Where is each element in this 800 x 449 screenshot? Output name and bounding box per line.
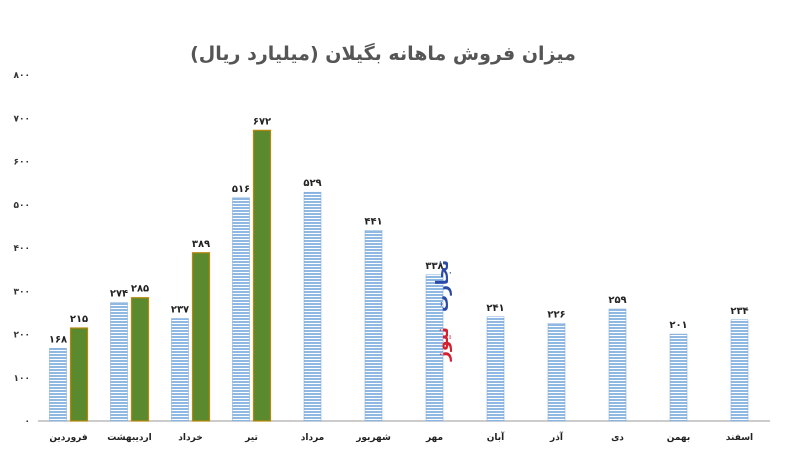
y-tick-label: ۲۰۰ (14, 331, 30, 341)
data-label-blue: ۲۲۶ (547, 309, 565, 320)
y-tick-label: ۸۰۰ (14, 71, 30, 81)
bar-blue (730, 319, 749, 422)
bar-blue (364, 230, 383, 422)
x-category-label: فروردین (49, 433, 87, 443)
bar-blue (608, 308, 627, 422)
data-label-blue: ۵۲۹ (303, 178, 321, 189)
data-label-green: ۲۱۵ (70, 314, 88, 325)
data-label-blue: ۲۷۴ (110, 288, 128, 299)
y-tick-label: ۶۰۰ (14, 158, 30, 168)
x-category-label: شهریور (355, 433, 391, 443)
bar-green (191, 252, 211, 422)
data-label-blue: ۳۳۸ (425, 261, 443, 272)
x-category-label: آبان (487, 431, 505, 443)
y-tick-label: ۳۰۰ (14, 287, 30, 297)
bar-blue (232, 197, 250, 422)
bar-green (69, 327, 89, 422)
data-label-green: ۳۸۹ (192, 239, 210, 250)
x-category-label: خرداد (178, 433, 202, 443)
bar-green (252, 129, 272, 422)
x-category-label: مرداد (301, 433, 325, 443)
data-label-blue: ۱۶۸ (49, 334, 67, 345)
bar-blue (303, 191, 322, 422)
data-label-green: ۶۷۲ (253, 116, 271, 127)
data-label-blue: ۵۱۶ (232, 184, 250, 195)
bar-blue (486, 316, 505, 422)
bar-green (130, 297, 150, 422)
y-tick-label: ۵۰۰ (14, 201, 30, 211)
y-tick-label: ۴۰۰ (14, 244, 30, 254)
data-label-blue: ۲۳۷ (171, 304, 189, 315)
y-tick-label: ۱۰۰ (14, 374, 30, 384)
data-label-blue: ۲۰۱ (669, 320, 687, 331)
data-label-blue: ۴۴۱ (364, 216, 382, 227)
bar-blue (49, 348, 67, 422)
watermark-line2: نیوز (433, 327, 453, 362)
chart-title: میزان فروش ماهانه بگیلان (میلیارد ریال) (190, 42, 576, 65)
x-category-label: تیر (244, 433, 258, 443)
x-category-label: دی (611, 433, 624, 443)
x-category-label: اردیبهشت (107, 433, 152, 443)
y-tick-label: ۷۰۰ (14, 114, 30, 124)
bar-blue (171, 318, 189, 422)
data-label-blue: ۲۵۹ (608, 295, 626, 306)
bar-blue (547, 323, 566, 422)
x-category-label: اسفند (726, 433, 753, 443)
x-category-label: مهر (425, 433, 443, 443)
data-label-green: ۲۸۵ (131, 284, 149, 295)
bar-blue (425, 274, 444, 422)
axes: ۰ ۱۰۰ ۲۰۰ ۳۰۰ ۴۰۰ ۵۰۰ ۶۰۰ ۷۰۰ ۸۰۰ (14, 71, 770, 427)
x-category-label: آذر (549, 431, 564, 443)
bar-blue (669, 333, 688, 422)
watermark-logo: تجارت نیوز (433, 260, 453, 362)
watermark-line1: تجارت (433, 260, 453, 312)
data-label-blue: ۲۴۱ (486, 303, 504, 314)
y-tick-label: ۰ (25, 417, 31, 427)
x-category-label: بهمن (667, 433, 690, 443)
bar-blue (110, 302, 128, 422)
data-label-blue: ۲۳۴ (730, 306, 748, 317)
